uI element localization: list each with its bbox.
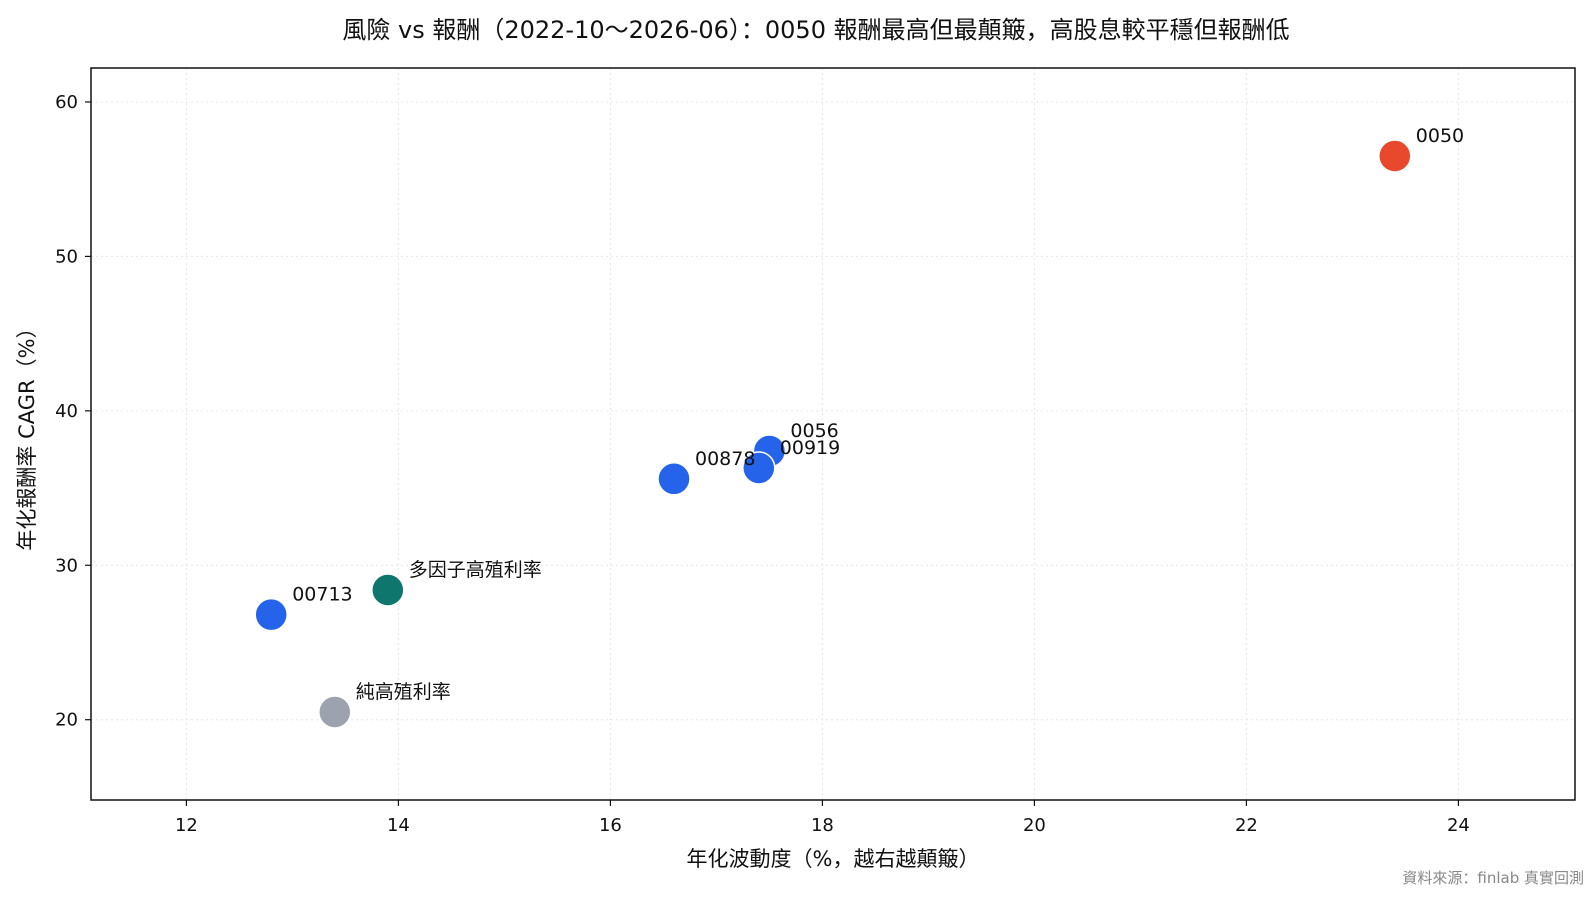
- point-label: 00919: [780, 437, 840, 459]
- point-label: 00713: [292, 584, 352, 606]
- point-label: 0056: [790, 420, 838, 442]
- x-axis-label: 年化波動度（%，越右越顛簸）: [687, 847, 980, 871]
- plot-frame: [90, 67, 1576, 801]
- data-point: [318, 695, 352, 729]
- data-point: [254, 597, 288, 632]
- x-tick-label: 20: [1023, 815, 1046, 836]
- data-point: [371, 573, 405, 607]
- x-tick-label: 14: [387, 815, 410, 836]
- x-tick-label: 12: [175, 815, 198, 836]
- y-axis-label: 年化報酬率 CAGR（%）: [15, 317, 39, 550]
- point-label: 多因子高殖利率: [409, 559, 542, 581]
- data-point: [742, 451, 776, 485]
- y-tick-label: 30: [55, 555, 78, 576]
- y-tick-label: 40: [55, 401, 78, 422]
- tick-layer: 12 14 16 18 20 22 24 20 30 40 50 60: [55, 92, 1470, 836]
- y-tick-label: 20: [55, 710, 78, 731]
- data-point: [1378, 139, 1412, 173]
- x-tick-label: 18: [811, 815, 834, 836]
- source-note: 資料來源：finlab 真實回測: [1402, 869, 1584, 887]
- point-label: 0050: [1416, 125, 1464, 147]
- data-point: [657, 462, 691, 496]
- chart-title: 風險 vs 報酬（2022-10～2026-06）：0050 報酬最高但最顛簸，…: [342, 16, 1289, 44]
- grid-layer: [91, 68, 1575, 800]
- y-tick-label: 50: [55, 246, 78, 267]
- x-tick-label: 22: [1235, 815, 1258, 836]
- y-tick-label: 60: [55, 92, 78, 113]
- point-label: 00878: [695, 448, 755, 470]
- x-tick-label: 24: [1447, 815, 1470, 836]
- x-tick-label: 16: [599, 815, 622, 836]
- point-label: 純高殖利率: [356, 681, 451, 703]
